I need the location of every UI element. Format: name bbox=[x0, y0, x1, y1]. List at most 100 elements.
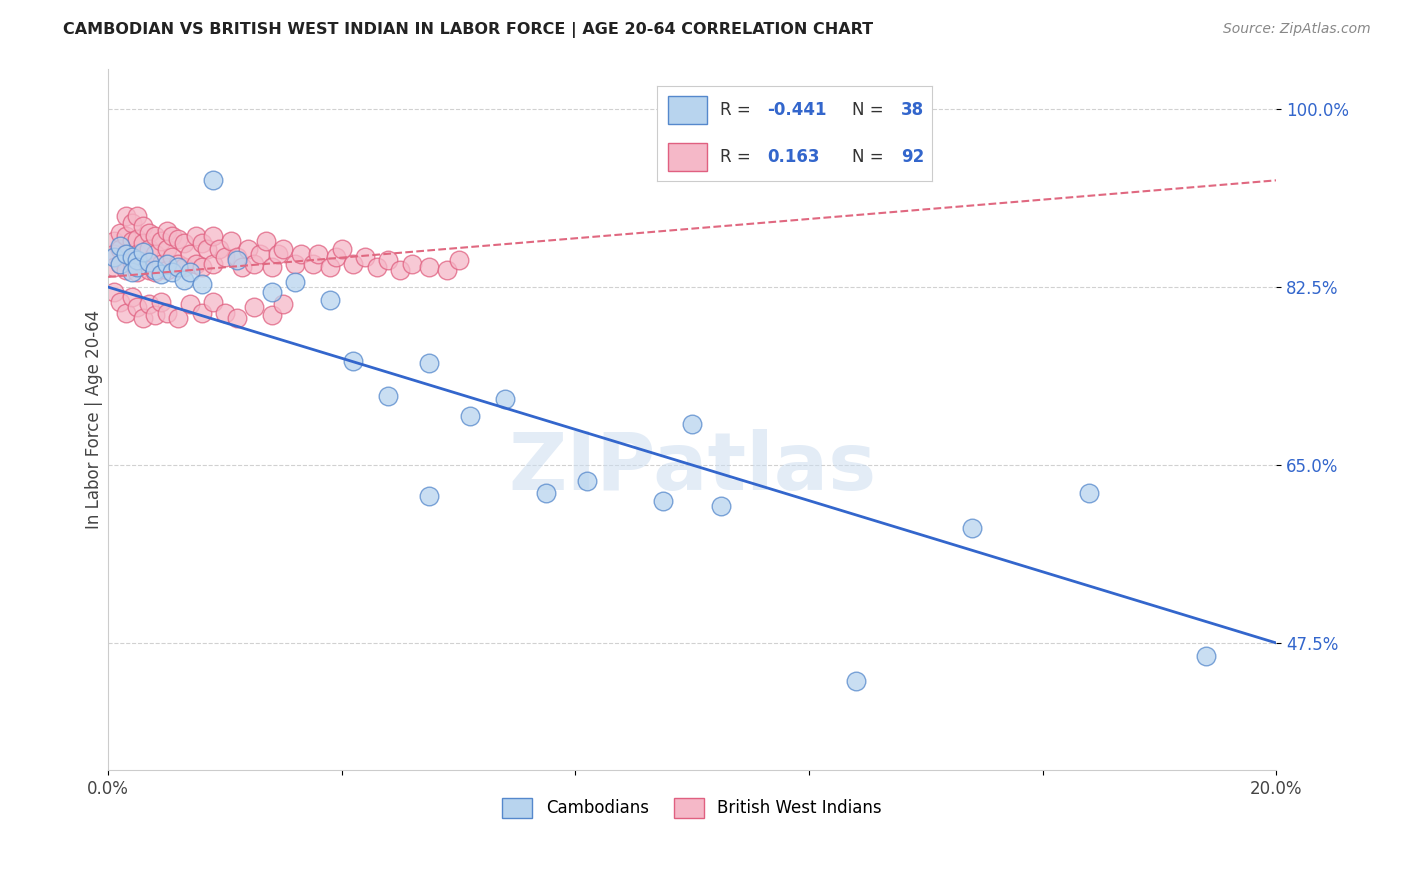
Point bbox=[243, 257, 266, 271]
Point bbox=[114, 209, 136, 223]
Point bbox=[103, 260, 125, 274]
Point bbox=[179, 297, 201, 311]
Point bbox=[214, 250, 236, 264]
Point bbox=[138, 243, 160, 257]
Point bbox=[173, 260, 195, 274]
Point bbox=[127, 260, 149, 274]
Point bbox=[494, 392, 516, 406]
Point bbox=[190, 260, 212, 274]
Point bbox=[132, 310, 155, 325]
Point bbox=[389, 262, 412, 277]
Point bbox=[127, 265, 149, 279]
Legend: Cambodians, British West Indians: Cambodians, British West Indians bbox=[496, 791, 889, 825]
Point bbox=[138, 226, 160, 240]
Point bbox=[103, 246, 125, 260]
Point bbox=[132, 236, 155, 251]
Point bbox=[149, 295, 172, 310]
Point bbox=[143, 262, 166, 277]
Point bbox=[190, 305, 212, 319]
Point bbox=[108, 295, 131, 310]
Point bbox=[155, 305, 177, 319]
Point bbox=[301, 257, 323, 271]
Point bbox=[179, 265, 201, 279]
Point bbox=[132, 219, 155, 233]
Point bbox=[149, 267, 172, 281]
Point bbox=[225, 252, 247, 267]
Point bbox=[1195, 649, 1218, 664]
Point bbox=[447, 252, 470, 267]
Point bbox=[167, 260, 190, 274]
Point bbox=[121, 290, 143, 304]
Point bbox=[266, 246, 288, 260]
Point bbox=[225, 250, 247, 264]
Point bbox=[202, 229, 225, 244]
Point bbox=[143, 308, 166, 322]
Point bbox=[103, 250, 125, 264]
Point bbox=[121, 235, 143, 249]
Point bbox=[260, 308, 283, 322]
Point bbox=[114, 305, 136, 319]
Point bbox=[319, 260, 342, 274]
Point bbox=[155, 224, 177, 238]
Point bbox=[143, 229, 166, 244]
Point bbox=[231, 260, 253, 274]
Point bbox=[342, 354, 364, 368]
Point bbox=[127, 232, 149, 246]
Text: CAMBODIAN VS BRITISH WEST INDIAN IN LABOR FORCE | AGE 20-64 CORRELATION CHART: CAMBODIAN VS BRITISH WEST INDIAN IN LABO… bbox=[63, 22, 873, 38]
Point bbox=[114, 229, 136, 244]
Point bbox=[149, 257, 172, 271]
Point bbox=[284, 257, 307, 271]
Point bbox=[418, 489, 440, 503]
Point bbox=[418, 356, 440, 370]
Point bbox=[458, 409, 481, 424]
Point bbox=[284, 275, 307, 289]
Point bbox=[290, 246, 312, 260]
Point bbox=[436, 262, 458, 277]
Point bbox=[1078, 486, 1101, 500]
Point bbox=[260, 260, 283, 274]
Point bbox=[167, 310, 190, 325]
Point bbox=[534, 486, 557, 500]
Point bbox=[108, 257, 131, 271]
Point bbox=[249, 246, 271, 260]
Point bbox=[155, 262, 177, 277]
Point bbox=[121, 216, 143, 230]
Point bbox=[208, 243, 231, 257]
Point bbox=[366, 260, 388, 274]
Point bbox=[132, 244, 155, 259]
Point bbox=[167, 232, 190, 246]
Point bbox=[273, 297, 295, 311]
Point bbox=[681, 417, 703, 432]
Point bbox=[121, 250, 143, 264]
Point bbox=[121, 254, 143, 268]
Point bbox=[127, 252, 149, 267]
Point bbox=[143, 265, 166, 279]
Point bbox=[845, 673, 868, 688]
Point bbox=[162, 229, 184, 244]
Point bbox=[377, 389, 399, 403]
Text: ZIPatlas: ZIPatlas bbox=[508, 429, 876, 508]
Point bbox=[103, 285, 125, 300]
Point bbox=[127, 209, 149, 223]
Point bbox=[238, 243, 260, 257]
Point bbox=[127, 246, 149, 260]
Point bbox=[225, 310, 247, 325]
Point bbox=[319, 293, 342, 308]
Point bbox=[307, 246, 329, 260]
Point bbox=[173, 273, 195, 287]
Point bbox=[325, 250, 347, 264]
Point bbox=[190, 277, 212, 291]
Point bbox=[184, 257, 207, 271]
Point bbox=[710, 499, 733, 513]
Point bbox=[108, 257, 131, 271]
Point bbox=[273, 243, 295, 257]
Point bbox=[114, 262, 136, 277]
Point bbox=[179, 246, 201, 260]
Point bbox=[330, 243, 353, 257]
Point bbox=[197, 243, 219, 257]
Point bbox=[138, 297, 160, 311]
Point bbox=[162, 265, 184, 279]
Point bbox=[254, 235, 277, 249]
Point bbox=[652, 493, 675, 508]
Point bbox=[342, 257, 364, 271]
